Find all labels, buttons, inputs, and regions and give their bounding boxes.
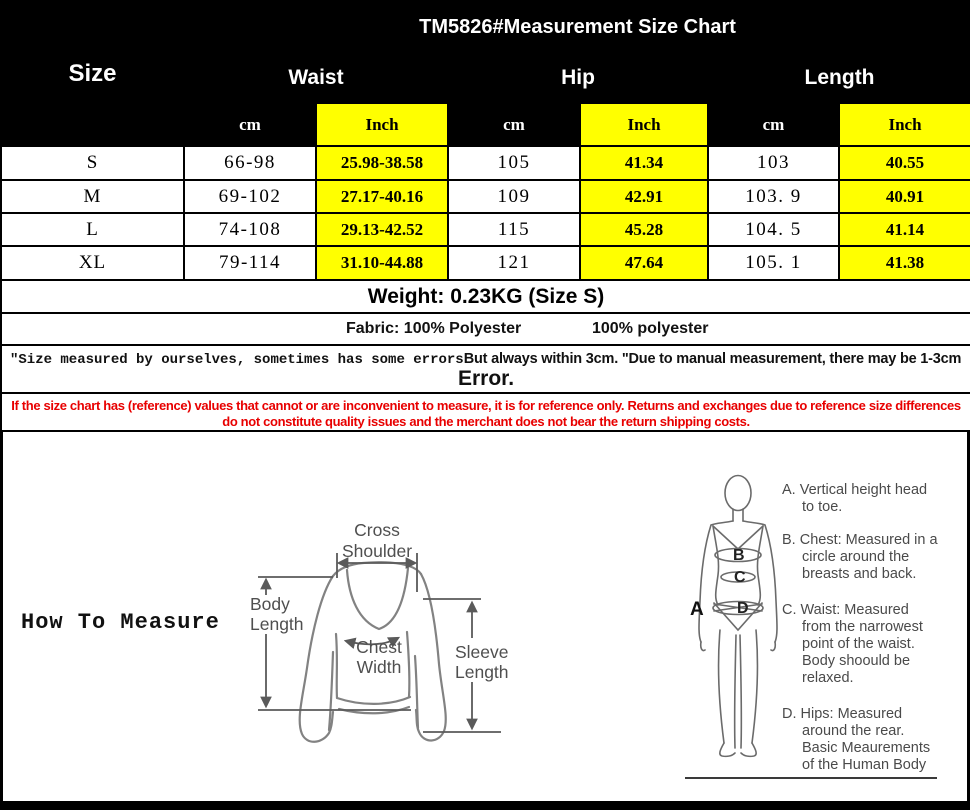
group-header-length: Length: [706, 52, 970, 104]
how-to-measure-heading: How To Measure: [21, 610, 220, 635]
body-label-c: C: [734, 569, 746, 586]
annotation-b: B. Chest: Measured in a circle around th…: [782, 532, 962, 583]
body-label-d: D: [737, 600, 749, 617]
hip-cm-value: 105: [447, 145, 581, 181]
size-column-header: Size: [0, 0, 185, 147]
unit-header-waist-cm: cm: [183, 102, 317, 147]
fabric-row: Fabric: 100% Polyester 100% polyester: [0, 312, 970, 346]
annotation-line: around the rear.: [802, 723, 905, 739]
garment-measure-diagram: Cross Shoulder Body Length Chest Width S…: [250, 520, 509, 743]
body-length-label-line2: Length: [250, 614, 304, 634]
hip-inch-value: 45.28: [579, 212, 709, 247]
waist-cm-value: 79-114: [183, 245, 317, 281]
annotation-line: to toe.: [802, 499, 843, 515]
size-value: M: [0, 179, 185, 214]
note-mono-text: "Size measured by ourselves, sometimes h…: [10, 351, 464, 368]
annotation-line: C. Waist: Measured: [782, 602, 909, 618]
waist-cm-value: 74-108: [183, 212, 317, 247]
hip-cm-value: 109: [447, 179, 581, 214]
reference-warning-line2: do not constitute quality issues and the…: [222, 413, 750, 429]
annotation-line: B. Chest: Measured in a: [782, 532, 938, 548]
table-row: L 74-108 29.13-42.52 115 45.28 104. 5 41…: [0, 212, 970, 247]
reference-warning-row: If the size chart has (reference) values…: [0, 392, 970, 432]
cross-shoulder-label-line1: Cross: [354, 520, 400, 540]
waist-inch-value: 27.17-40.16: [315, 179, 449, 214]
hip-inch-value: 42.91: [579, 179, 709, 214]
chart-title: TM5826#Measurement Size Chart: [182, 0, 970, 54]
length-inch-value: 40.91: [837, 179, 970, 214]
reference-warning-line1: If the size chart has (reference) values…: [11, 397, 961, 413]
waist-cm-value: 66-98: [183, 145, 317, 181]
note-error-text: Error.: [458, 366, 515, 390]
body-label-b: B: [733, 547, 745, 564]
weight-note: Weight: 0.23KG (Size S): [0, 279, 970, 314]
waist-inch-value: 29.13-42.52: [315, 212, 449, 247]
measurement-note-line1: "Size measured by ourselves, sometimes h…: [3, 348, 969, 368]
annotation-line: breasts and back.: [802, 566, 917, 582]
length-cm-value: 103: [707, 145, 840, 181]
hip-inch-value: 47.64: [579, 245, 709, 281]
length-inch-value: 41.14: [837, 212, 970, 247]
hip-cm-value: 115: [447, 212, 581, 247]
length-inch-value: 40.55: [837, 145, 970, 181]
waist-cm-value: 69-102: [183, 179, 317, 214]
length-cm-value: 104. 5: [707, 212, 840, 247]
sleeve-length-label-line1: Sleeve: [455, 642, 509, 662]
how-to-measure-section: How To Measure: [0, 430, 970, 810]
fabric-note: Fabric: 100% Polyester: [346, 320, 522, 337]
size-value: L: [0, 212, 185, 247]
note-sans-text: But always within 3cm. "Due to manual me…: [463, 350, 962, 367]
table-row: S 66-98 25.98-38.58 105 41.34 103 40.55: [0, 145, 970, 181]
unit-header-waist-inch: Inch: [315, 102, 449, 147]
unit-header-length-inch: Inch: [837, 102, 970, 147]
unit-header-length-cm: cm: [707, 102, 840, 147]
annotation-line: of the Human Body: [802, 757, 927, 773]
annotation-underline: [685, 777, 937, 779]
size-value: S: [0, 145, 185, 181]
measurement-annotations: A. Vertical height head to toe. B. Chest…: [782, 482, 962, 790]
annotation-line: D. Hips: Measured: [782, 706, 903, 722]
hip-inch-value: 41.34: [579, 145, 709, 181]
unit-header-hip-inch: Inch: [579, 102, 709, 147]
table-row: XL 79-114 31.10-44.88 121 47.64 105. 1 4…: [0, 245, 970, 281]
annotation-line: circle around the: [802, 549, 910, 565]
size-chart-table: Size TM5826#Measurement Size Chart Waist…: [0, 0, 970, 432]
group-header-hip: Hip: [447, 52, 709, 104]
annotation-line: relaxed.: [802, 670, 854, 686]
group-header-waist: Waist: [183, 52, 449, 104]
annotation-c: C. Waist: Measured from the narrowest po…: [782, 602, 962, 687]
fabric-note-en: 100% polyester: [592, 320, 709, 337]
annotation-line: A. Vertical height head: [782, 482, 928, 498]
body-label-a: A: [690, 599, 704, 620]
length-inch-value: 41.38: [837, 245, 970, 281]
body-figure-diagram: A B C D: [690, 474, 778, 758]
length-cm-value: 105. 1: [707, 245, 840, 281]
chest-width-label-line1: Chest: [356, 637, 402, 657]
table-row: M 69-102 27.17-40.16 109 42.91 103. 9 40…: [0, 179, 970, 214]
annotation-line: point of the waist.: [802, 636, 915, 652]
size-value: XL: [0, 245, 185, 281]
measurement-note-row: "Size measured by ourselves, sometimes h…: [0, 344, 970, 394]
chest-width-label-line2: Width: [357, 657, 402, 677]
annotation-a: A. Vertical height head to toe.: [782, 482, 962, 516]
annotation-line: Body shoould be: [802, 653, 911, 669]
unit-header-hip-cm: cm: [447, 102, 581, 147]
waist-inch-value: 25.98-38.58: [315, 145, 449, 181]
length-cm-value: 103. 9: [707, 179, 840, 214]
body-length-label-line1: Body: [250, 594, 290, 614]
waist-inch-value: 31.10-44.88: [315, 245, 449, 281]
annotation-line: Basic Meaurements: [802, 740, 931, 756]
hip-cm-value: 121: [447, 245, 581, 281]
annotation-line: from the narrowest: [802, 619, 923, 635]
annotation-d: D. Hips: Measured around the rear. Basic…: [782, 706, 962, 774]
sleeve-length-label-line2: Length: [455, 662, 509, 682]
cross-shoulder-label-line2: Shoulder: [342, 541, 412, 561]
